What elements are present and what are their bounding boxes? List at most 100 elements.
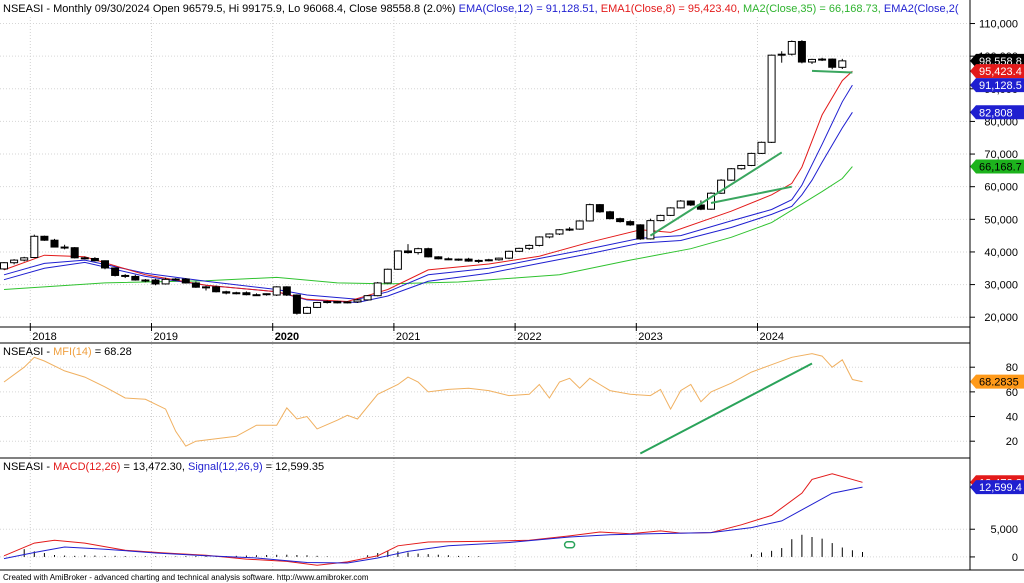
price-trendline[interactable] xyxy=(710,185,792,204)
candle-body[interactable] xyxy=(626,221,635,226)
candle-body[interactable] xyxy=(484,259,493,262)
header-symbol: NSEASI xyxy=(3,3,43,15)
candle-body[interactable] xyxy=(575,220,584,230)
candle-body[interactable] xyxy=(30,235,39,258)
candle-body[interactable] xyxy=(545,233,554,238)
candle-body[interactable] xyxy=(262,293,271,296)
candle-body[interactable] xyxy=(646,220,655,240)
candle-body[interactable] xyxy=(50,239,59,248)
candle-body[interactable] xyxy=(676,200,685,209)
candle-body[interactable] xyxy=(70,247,79,259)
candle-body[interactable] xyxy=(767,54,776,143)
candle-body[interactable] xyxy=(393,250,402,270)
candle-body[interactable] xyxy=(80,257,89,260)
candle-body[interactable] xyxy=(181,278,190,284)
candle-body[interactable] xyxy=(101,260,109,269)
candle-body[interactable] xyxy=(40,235,49,241)
candle-body[interactable] xyxy=(464,258,473,262)
macd-header-macd: MACD(12,26) xyxy=(53,461,120,473)
price-tick-label: 60,000 xyxy=(984,182,1018,194)
candle-body[interactable] xyxy=(404,250,412,254)
price-trendline[interactable] xyxy=(811,69,853,74)
candle-body[interactable] xyxy=(838,60,847,68)
candle-body[interactable] xyxy=(828,58,837,68)
candle-body[interactable] xyxy=(222,291,231,294)
candlesticks[interactable] xyxy=(0,40,847,315)
candle-body[interactable] xyxy=(494,257,503,261)
macd-series xyxy=(3,473,863,566)
candle-body[interactable] xyxy=(414,248,423,254)
candle-body[interactable] xyxy=(535,236,544,246)
candle-body[interactable] xyxy=(707,192,715,210)
candle-body[interactable] xyxy=(656,214,665,222)
candle-body[interactable] xyxy=(686,200,695,206)
candle-body[interactable] xyxy=(737,164,746,170)
mfi-panel[interactable]: 80 60 40 20 68.2835 NSEASI - MFI(14) = 68.2… xyxy=(0,346,1024,455)
candle-body[interactable] xyxy=(606,211,614,220)
candle-body[interactable] xyxy=(818,58,827,61)
macd-marker[interactable] xyxy=(563,540,576,549)
candle-body[interactable] xyxy=(111,267,120,276)
candle-body[interactable] xyxy=(383,268,392,284)
candle-body[interactable] xyxy=(777,53,786,56)
candle-body[interactable] xyxy=(666,207,675,216)
candle-body[interactable] xyxy=(242,292,251,296)
candle-body[interactable] xyxy=(808,58,816,63)
candle-body[interactable] xyxy=(616,218,625,223)
candle-body[interactable] xyxy=(424,248,433,258)
candle-body[interactable] xyxy=(151,279,160,285)
candle-body[interactable] xyxy=(313,302,322,308)
candle-body[interactable] xyxy=(232,292,241,295)
candle-body[interactable] xyxy=(191,282,200,288)
candle-body[interactable] xyxy=(121,274,130,277)
candle-body[interactable] xyxy=(252,294,261,297)
candle-body[interactable] xyxy=(343,301,352,304)
candle-body[interactable] xyxy=(10,259,19,264)
candle-body[interactable] xyxy=(353,299,362,303)
candle-body[interactable] xyxy=(525,244,534,249)
candle-body[interactable] xyxy=(585,204,594,222)
candle-body[interactable] xyxy=(373,282,382,297)
candle-body[interactable] xyxy=(565,228,574,231)
candle-body[interactable] xyxy=(141,279,150,282)
candle-body[interactable] xyxy=(60,246,69,249)
candle-body[interactable] xyxy=(303,306,311,314)
candle-body[interactable] xyxy=(727,168,736,181)
candle-body[interactable] xyxy=(474,259,483,262)
candle-body[interactable] xyxy=(434,256,443,260)
candle-body[interactable] xyxy=(787,40,796,55)
candle-body[interactable] xyxy=(454,258,463,261)
candle-body[interactable] xyxy=(171,278,180,281)
mfi-trendline[interactable] xyxy=(639,362,813,455)
candle-body[interactable] xyxy=(444,258,453,261)
candle-body[interactable] xyxy=(757,141,766,154)
candle-body[interactable] xyxy=(595,204,604,213)
candle-body[interactable] xyxy=(0,262,8,270)
candle-body[interactable] xyxy=(797,40,806,63)
candle-body[interactable] xyxy=(292,294,301,314)
candle-body[interactable] xyxy=(505,250,513,259)
candle-body[interactable] xyxy=(20,257,29,261)
macd-panel[interactable]: 5,000 0 13,472.312,599.4 NSEASI - MACD(12… xyxy=(0,461,1024,566)
candle-body[interactable] xyxy=(717,179,726,194)
candle-body[interactable] xyxy=(696,204,705,210)
footer-credit: Created with AmiBroker - advanced charti… xyxy=(3,573,369,582)
candle-body[interactable] xyxy=(212,286,221,293)
candle-body[interactable] xyxy=(747,152,756,166)
price-trendline[interactable] xyxy=(649,151,783,237)
candle-body[interactable] xyxy=(131,275,140,281)
candle-body[interactable] xyxy=(282,286,291,296)
macd-tick-label: 5,000 xyxy=(990,524,1018,536)
candle-body[interactable] xyxy=(515,247,524,252)
candle-body[interactable] xyxy=(333,301,342,304)
candle-body[interactable] xyxy=(161,278,170,285)
candle-body[interactable] xyxy=(555,229,564,235)
candle-body[interactable] xyxy=(272,286,281,296)
candle-body[interactable] xyxy=(90,257,99,262)
candle-body[interactable] xyxy=(363,295,372,301)
candle-body[interactable] xyxy=(323,301,332,304)
candle-body[interactable] xyxy=(636,224,645,240)
candle-body[interactable] xyxy=(202,286,210,289)
